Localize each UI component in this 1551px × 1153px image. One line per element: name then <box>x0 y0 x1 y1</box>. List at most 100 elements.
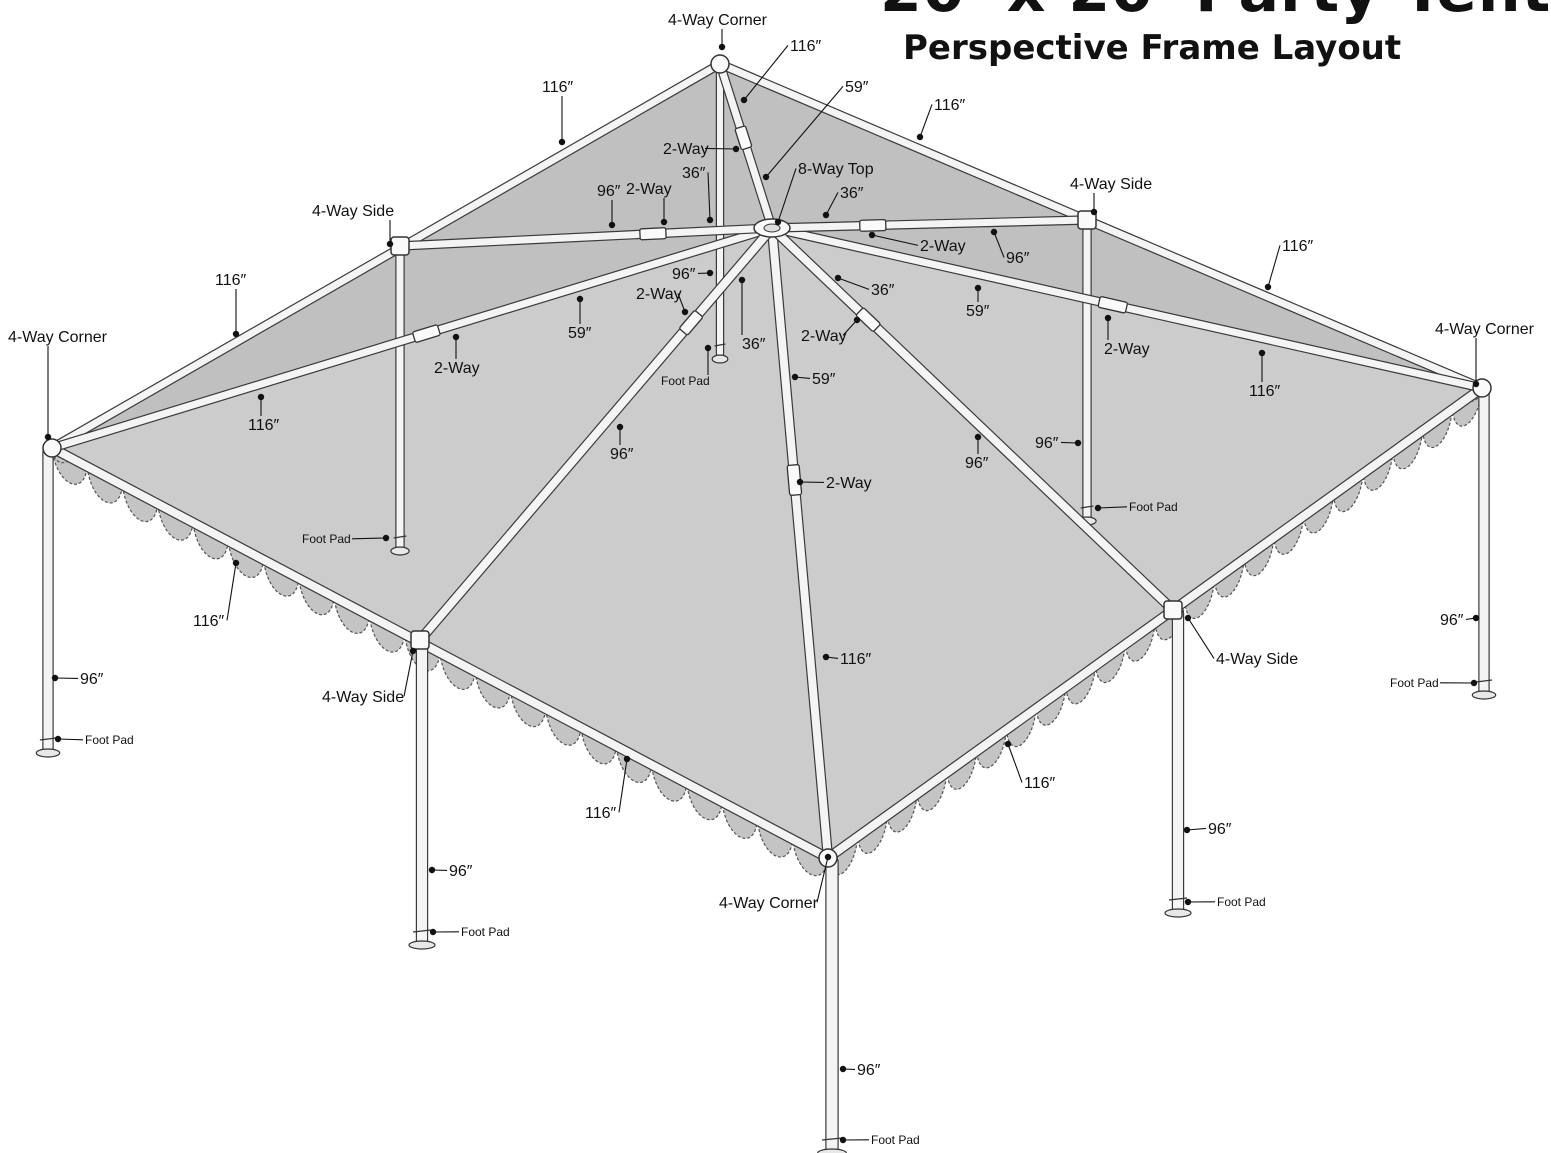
callout-text-corner-bottom: 4-Way Corner <box>719 895 819 912</box>
callout-foot-5: Foot Pad <box>54 733 134 747</box>
leader-dot <box>796 478 804 486</box>
callout-text-leg-4: 96″ <box>1208 821 1232 838</box>
fitting-layer <box>42 54 1492 868</box>
callout-rafter-59-1: 59″ <box>762 79 869 181</box>
callout-text-foot-2: Foot Pad <box>661 374 710 388</box>
two-way-sleeve-7 <box>1097 296 1128 314</box>
callout-text-rafter-96-5: 96″ <box>965 455 989 472</box>
rafter-to-side-upper-right <box>767 215 1092 233</box>
callout-text-foot-6: Foot Pad <box>461 925 510 939</box>
leader-dot <box>839 1065 847 1073</box>
leader-line <box>707 172 711 221</box>
callout-text-rafter-96-4: 96″ <box>610 446 634 463</box>
callout-eave-5: 116″ <box>215 272 247 338</box>
side-fitting-2 <box>1077 210 1097 230</box>
callout-leg-5: 96″ <box>1440 612 1480 629</box>
rafter-to-side-lower-left <box>414 222 778 646</box>
leader-dot <box>1104 314 1112 322</box>
two-way-sleeve-6 <box>855 307 881 332</box>
callout-side-lower-left: 4-Way Side <box>322 647 417 706</box>
callout-corner-left: 4-Way Corner <box>8 329 108 441</box>
diagram-subtitle: Perspective Frame Layout <box>903 28 1402 68</box>
rafter-to-bottom-corner <box>766 222 834 864</box>
eave-back-left <box>47 59 725 453</box>
leader-dot <box>1264 283 1272 291</box>
callout-text-rafter-96-1: 96″ <box>597 183 621 200</box>
callout-two-way-6: 2-Way <box>801 316 861 345</box>
two-way-sleeve-5 <box>679 310 703 336</box>
leader-line <box>825 192 839 216</box>
leader-line <box>777 168 797 223</box>
callout-text-two-way-8: 2-Way <box>826 475 872 492</box>
canopy-shade-left <box>52 64 772 448</box>
callout-rafter-96-4: 96″ <box>610 423 634 463</box>
leader-dot <box>822 653 830 661</box>
callout-side-upper-left: 4-Way Side <box>312 203 394 248</box>
callout-text-rafter-59-4: 59″ <box>812 371 836 388</box>
leader-dot <box>762 173 770 181</box>
leader-dot <box>1472 614 1480 622</box>
callout-text-leg-5: 96″ <box>1440 612 1464 629</box>
callout-rafter-96-5: 96″ <box>965 433 989 472</box>
callout-two-way-1: 2-Way <box>663 141 740 158</box>
leader-line <box>618 758 628 813</box>
callout-side-lower-right: 4-Way Side <box>1184 614 1298 668</box>
leader-dot <box>623 755 631 763</box>
side-fitting-1 <box>390 236 410 256</box>
callout-text-corner-left: 4-Way Corner <box>8 329 108 346</box>
leader-dot <box>1472 380 1480 388</box>
leader-dot <box>1184 898 1192 906</box>
leader-line <box>765 86 844 178</box>
leader-dot <box>51 674 59 682</box>
callout-text-rafter-36-1: 36″ <box>682 165 706 182</box>
leader-line <box>1267 245 1281 288</box>
callout-text-rafter-36-3: 36″ <box>871 282 895 299</box>
leader-dot <box>1094 504 1102 512</box>
leader-dot <box>868 231 876 239</box>
callout-rafter-59-4: 59″ <box>791 371 836 388</box>
two-way-sleeve-4 <box>412 324 441 343</box>
leader-line <box>1007 743 1023 783</box>
leg-front-corner-foot-pad <box>817 1137 847 1153</box>
callout-text-side-upper-left: 4-Way Side <box>312 203 394 220</box>
leader-dot <box>232 330 240 338</box>
leader-dot <box>1074 439 1082 447</box>
leg-back-corner-foot-pad <box>711 343 729 364</box>
callout-foot-1: Foot Pad <box>302 532 390 546</box>
two-way-sleeve-1 <box>734 125 753 151</box>
leader-line <box>919 104 933 138</box>
leader-line <box>1097 506 1128 509</box>
callout-text-two-way-7: 2-Way <box>1104 341 1150 358</box>
leader-dot <box>974 284 982 292</box>
callout-text-foot-3: Foot Pad <box>1129 500 1178 514</box>
callout-text-leg-2: 96″ <box>449 863 473 880</box>
callout-text-side-upper-right: 4-Way Side <box>1070 176 1152 193</box>
callout-text-rafter-96-2: 96″ <box>672 266 696 283</box>
callout-eave-2: 116″ <box>740 38 822 104</box>
leader-dot <box>732 145 740 153</box>
callout-text-eave-6: 116″ <box>193 613 225 630</box>
callout-eave-8: 116″ <box>1004 740 1056 792</box>
leader-dot <box>1090 208 1098 216</box>
callout-eave-7: 116″ <box>585 755 631 822</box>
leader-dot <box>409 647 417 655</box>
callout-text-foot-4: Foot Pad <box>1390 676 1439 690</box>
callout-two-way-5: 2-Way <box>636 286 689 316</box>
callout-text-rafter-59-2: 59″ <box>568 325 592 342</box>
callout-two-way-7: 2-Way <box>1104 314 1150 358</box>
leg-front-left-corner-foot-pad <box>35 737 61 758</box>
leader-line <box>871 234 919 246</box>
callout-leg-3: 96″ <box>839 1062 881 1079</box>
leader-dot <box>54 735 62 743</box>
callout-foot-2: Foot Pad <box>661 344 712 388</box>
callout-text-leg-6: 96″ <box>1035 435 1059 452</box>
callout-text-rafter-116-3: 116″ <box>840 651 872 668</box>
callout-text-eave-4: 116″ <box>1282 238 1314 255</box>
callout-text-rafter-59-1: 59″ <box>845 79 869 96</box>
callout-rafter-36-1: 36″ <box>682 165 714 224</box>
leg-front-side-right-foot-pad <box>1164 897 1192 918</box>
callout-corner-top: 4-Way Corner <box>668 12 768 51</box>
leader-dot <box>1184 614 1192 622</box>
callout-eave-3: 116″ <box>916 97 966 141</box>
callout-foot-4: Foot Pad <box>1390 676 1478 690</box>
